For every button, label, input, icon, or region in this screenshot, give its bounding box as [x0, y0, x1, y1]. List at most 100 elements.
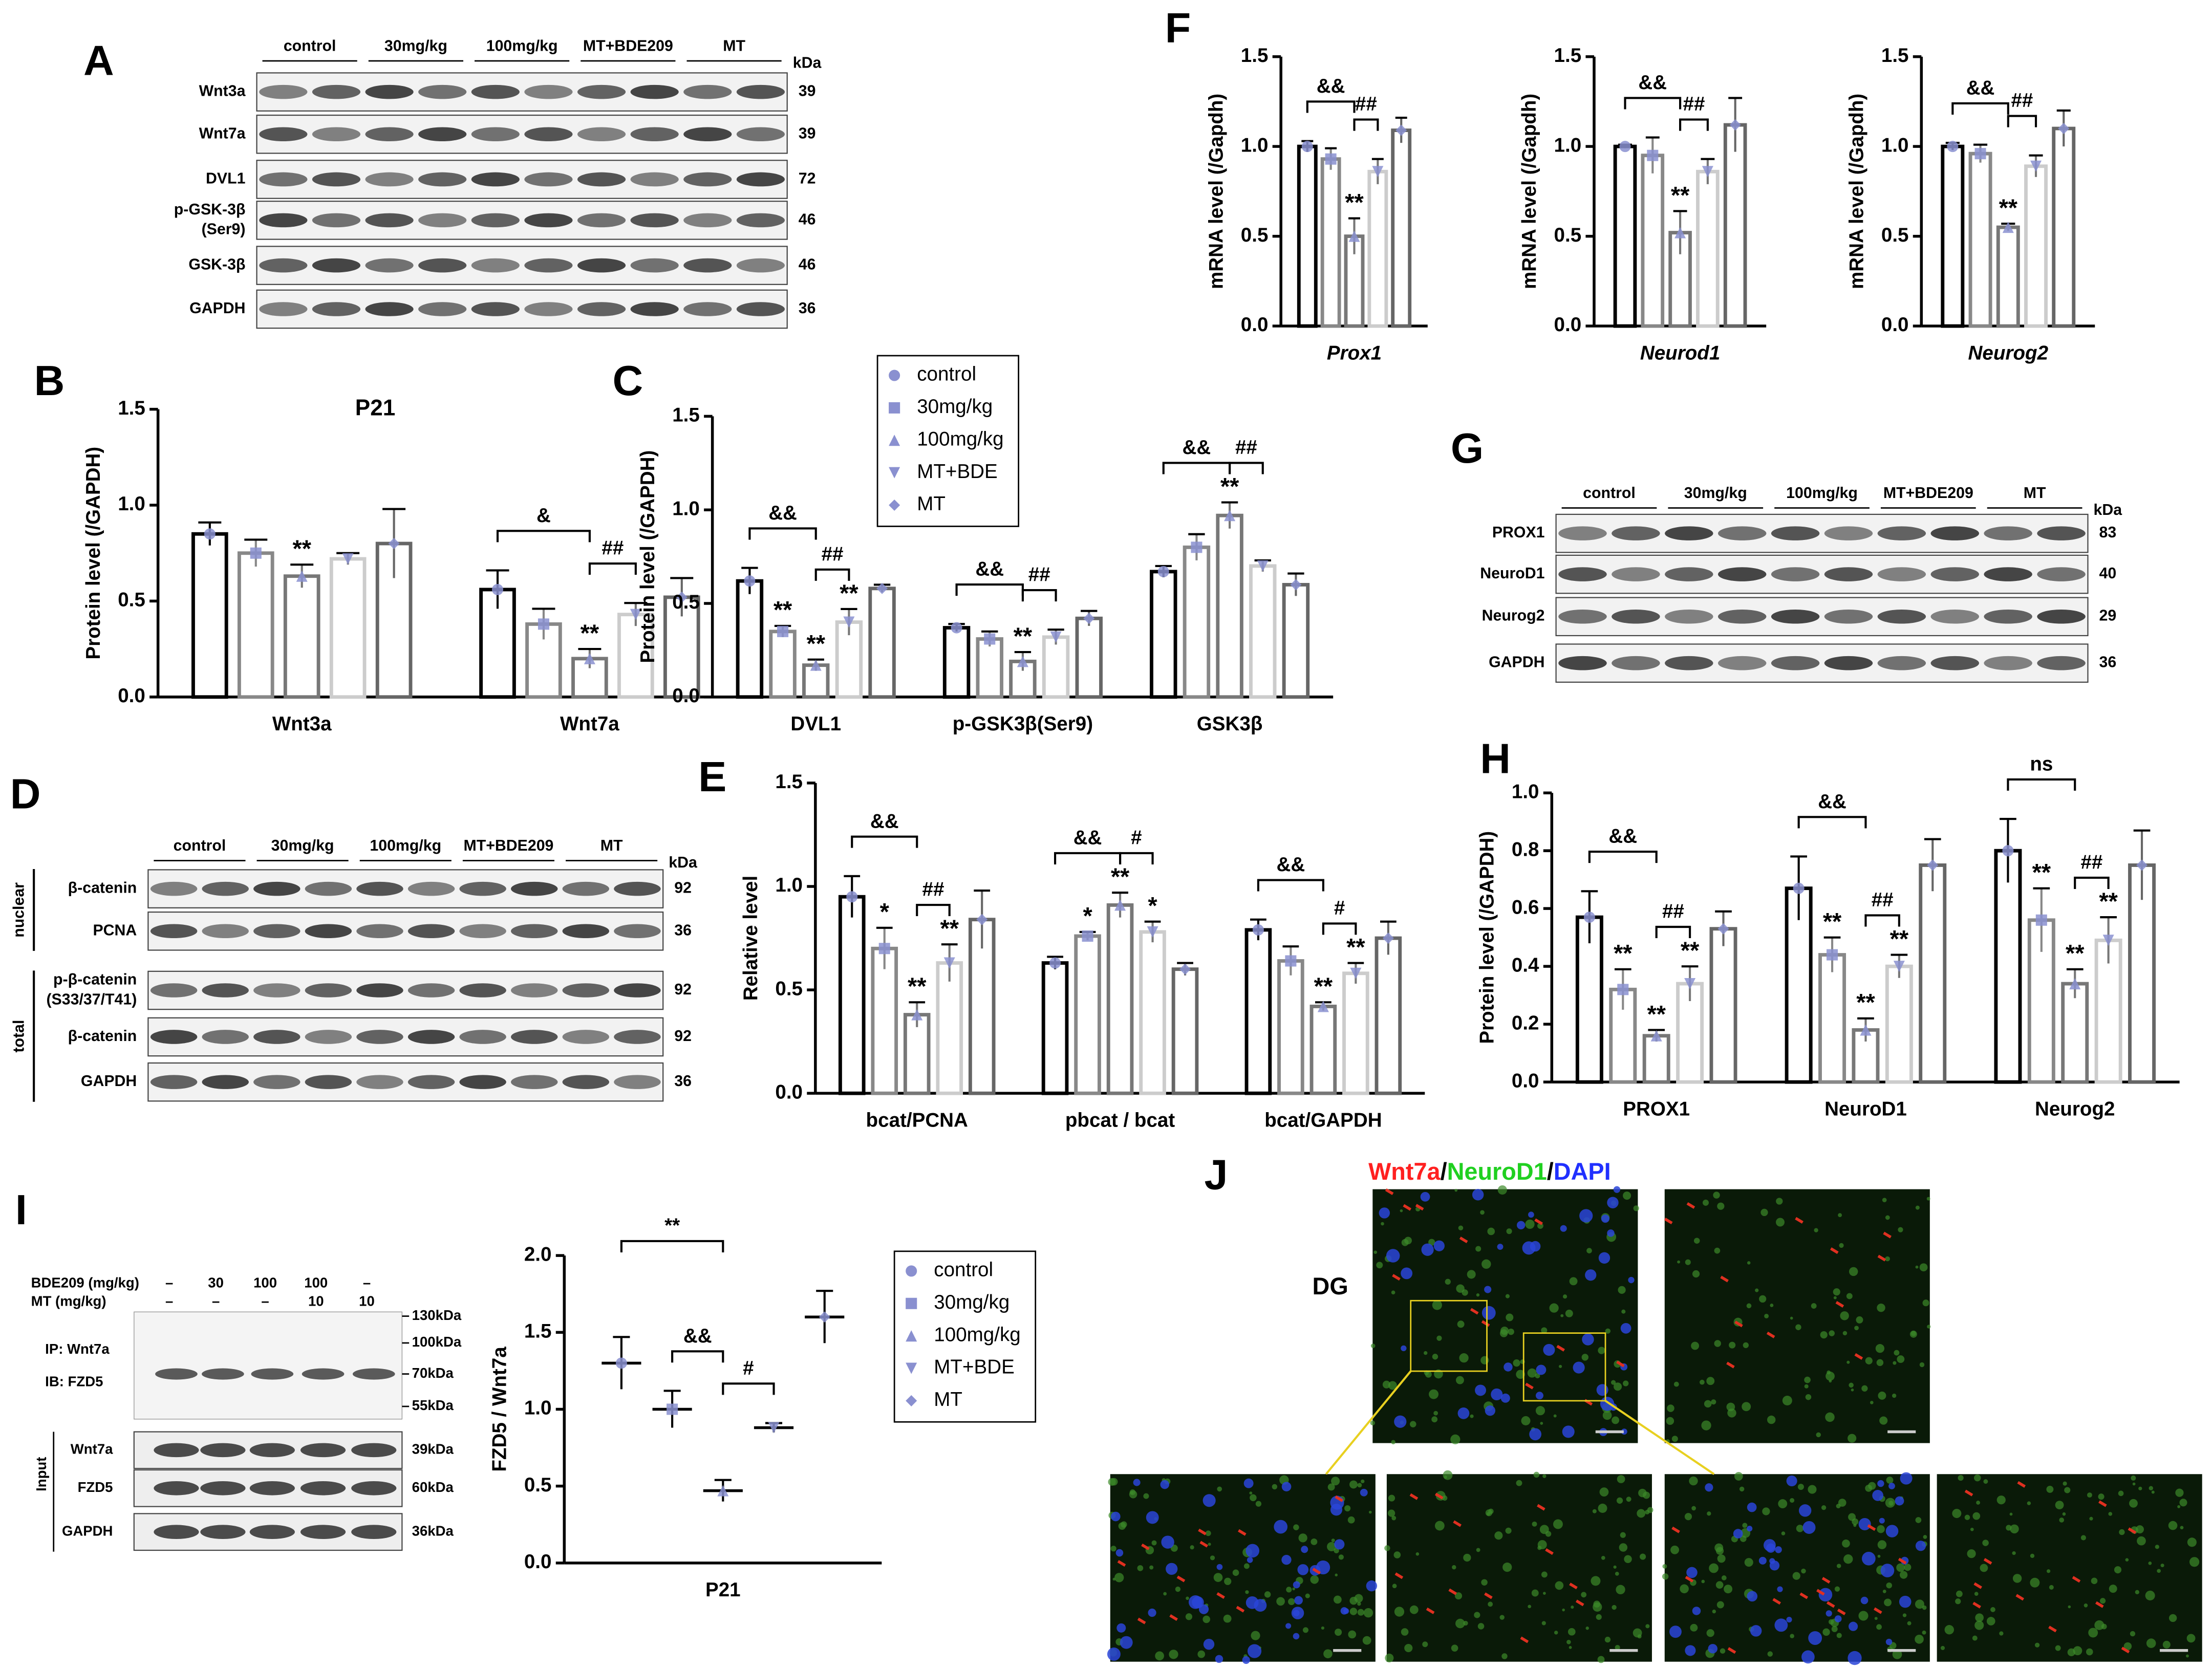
- row-kda: 39: [799, 125, 816, 142]
- red-signal: [1199, 1541, 1209, 1548]
- group-label: control: [284, 37, 336, 54]
- green-signal: [1615, 1644, 1620, 1651]
- green-signal: [1926, 1197, 1930, 1201]
- bar: [736, 579, 764, 699]
- green-signal: [1814, 1228, 1818, 1232]
- blot-band: [365, 84, 414, 99]
- legend-label: 100mg/kg: [917, 428, 1003, 450]
- green-signal: [1691, 1506, 1696, 1511]
- zoom-line: [1604, 1400, 1715, 1475]
- dapi-nucleus: [1242, 1656, 1250, 1664]
- green-signal: [1770, 1304, 1774, 1307]
- y-tick-label: 0.0: [775, 1081, 803, 1103]
- green-signal: [1940, 1645, 1945, 1651]
- red-signal: [1685, 1575, 1694, 1583]
- green-signal: [1816, 1432, 1821, 1438]
- side-label: nuclear: [11, 882, 28, 938]
- dapi-nucleus: [1146, 1511, 1159, 1524]
- green-signal: [1884, 1598, 1892, 1607]
- group-label: 100mg/kg: [370, 837, 441, 854]
- y-tick-label: 0.5: [775, 978, 803, 1000]
- blot-band: [365, 302, 414, 316]
- data-point: [976, 914, 988, 925]
- dapi-nucleus: [1598, 1252, 1610, 1264]
- dapi-nucleus: [1879, 1518, 1885, 1524]
- green-signal: [2091, 1577, 2098, 1585]
- green-signal: [1362, 1636, 1371, 1645]
- comparison-bracket: [1864, 914, 1900, 927]
- dapi-nucleus: [1585, 1269, 1597, 1281]
- blot-band: [736, 84, 785, 99]
- x-tick-label: P21: [705, 1579, 741, 1601]
- green-signal: [1684, 1513, 1692, 1521]
- significance: **: [2032, 859, 2051, 885]
- green-signal: [1894, 1350, 1900, 1356]
- data-point: [342, 553, 354, 565]
- dapi-nucleus: [1254, 1599, 1267, 1612]
- green-signal: [1893, 1361, 1897, 1365]
- green-signal: [1849, 1267, 1858, 1276]
- blot-band: [249, 1525, 295, 1539]
- green-signal: [1354, 1594, 1363, 1603]
- green-signal: [1836, 1564, 1841, 1568]
- row-label: GAPDH: [81, 1073, 137, 1090]
- data-point: [584, 653, 595, 664]
- legend-label: MT+BDE: [934, 1356, 1015, 1378]
- legend-label: MT+BDE: [917, 461, 998, 483]
- green-signal: [1213, 1573, 1223, 1582]
- blot-band: [614, 924, 661, 939]
- dapi-nucleus: [1202, 1494, 1216, 1507]
- marker-label: 130kDa: [412, 1307, 462, 1323]
- data-point: [1179, 963, 1191, 975]
- green-signal: [1531, 1589, 1539, 1597]
- row-kda: 36: [674, 922, 692, 939]
- blot-band: [253, 1075, 300, 1089]
- ip-label: IB: FZD5: [45, 1373, 103, 1389]
- bar: [1785, 886, 1813, 1084]
- comparison-bracket: [496, 530, 591, 543]
- panel-label: J: [1204, 1151, 1228, 1198]
- green-signal: [1331, 1477, 1340, 1486]
- green-signal: [1601, 1556, 1605, 1560]
- blot-band: [459, 983, 506, 998]
- panel-label: A: [83, 36, 114, 84]
- y-tick-label: 1.5: [775, 771, 803, 793]
- comparison-bracket: [1951, 102, 2009, 115]
- green-signal: [1565, 1309, 1573, 1317]
- blot-band: [471, 172, 520, 187]
- green-signal: [1454, 1592, 1463, 1600]
- green-signal: [1701, 1579, 1705, 1584]
- green-signal: [1505, 1527, 1512, 1534]
- row-label: GAPDH: [189, 300, 245, 317]
- green-signal: [1445, 1278, 1451, 1285]
- dapi-nucleus: [1900, 1472, 1913, 1485]
- green-signal: [1562, 1294, 1567, 1299]
- red-signal: [2048, 1625, 2057, 1633]
- data-point: [984, 633, 996, 645]
- comparison-label: &&: [1638, 72, 1667, 94]
- dapi-nucleus: [1421, 1243, 1434, 1256]
- green-signal: [1666, 1417, 1674, 1425]
- green-signal: [1376, 1262, 1383, 1269]
- legend-label: 100mg/kg: [934, 1324, 1020, 1346]
- bar: [1139, 930, 1166, 1095]
- green-signal: [1618, 1286, 1626, 1294]
- dapi-nucleus: [1536, 1364, 1547, 1375]
- row-label: (S33/37/T41): [46, 991, 137, 1008]
- green-signal: [2012, 1574, 2022, 1583]
- blot-band: [356, 1075, 403, 1089]
- y-axis-label: Protein level (/GAPDH): [82, 447, 104, 660]
- legend-marker: [906, 1362, 917, 1374]
- dapi-nucleus: [1775, 1546, 1782, 1553]
- blot-band: [614, 1030, 661, 1044]
- dapi-nucleus: [1472, 1189, 1484, 1201]
- red-signal: [1983, 1558, 1992, 1565]
- dapi-nucleus: [1801, 1650, 1815, 1664]
- dapi-nucleus: [1686, 1567, 1698, 1578]
- green-signal: [1747, 1261, 1751, 1265]
- kda-header: kDa: [793, 54, 822, 71]
- y-axis-label: mRNA level (/Gapdh): [1205, 94, 1227, 289]
- row-kda: 92: [674, 981, 692, 998]
- legend-marker: [889, 500, 900, 511]
